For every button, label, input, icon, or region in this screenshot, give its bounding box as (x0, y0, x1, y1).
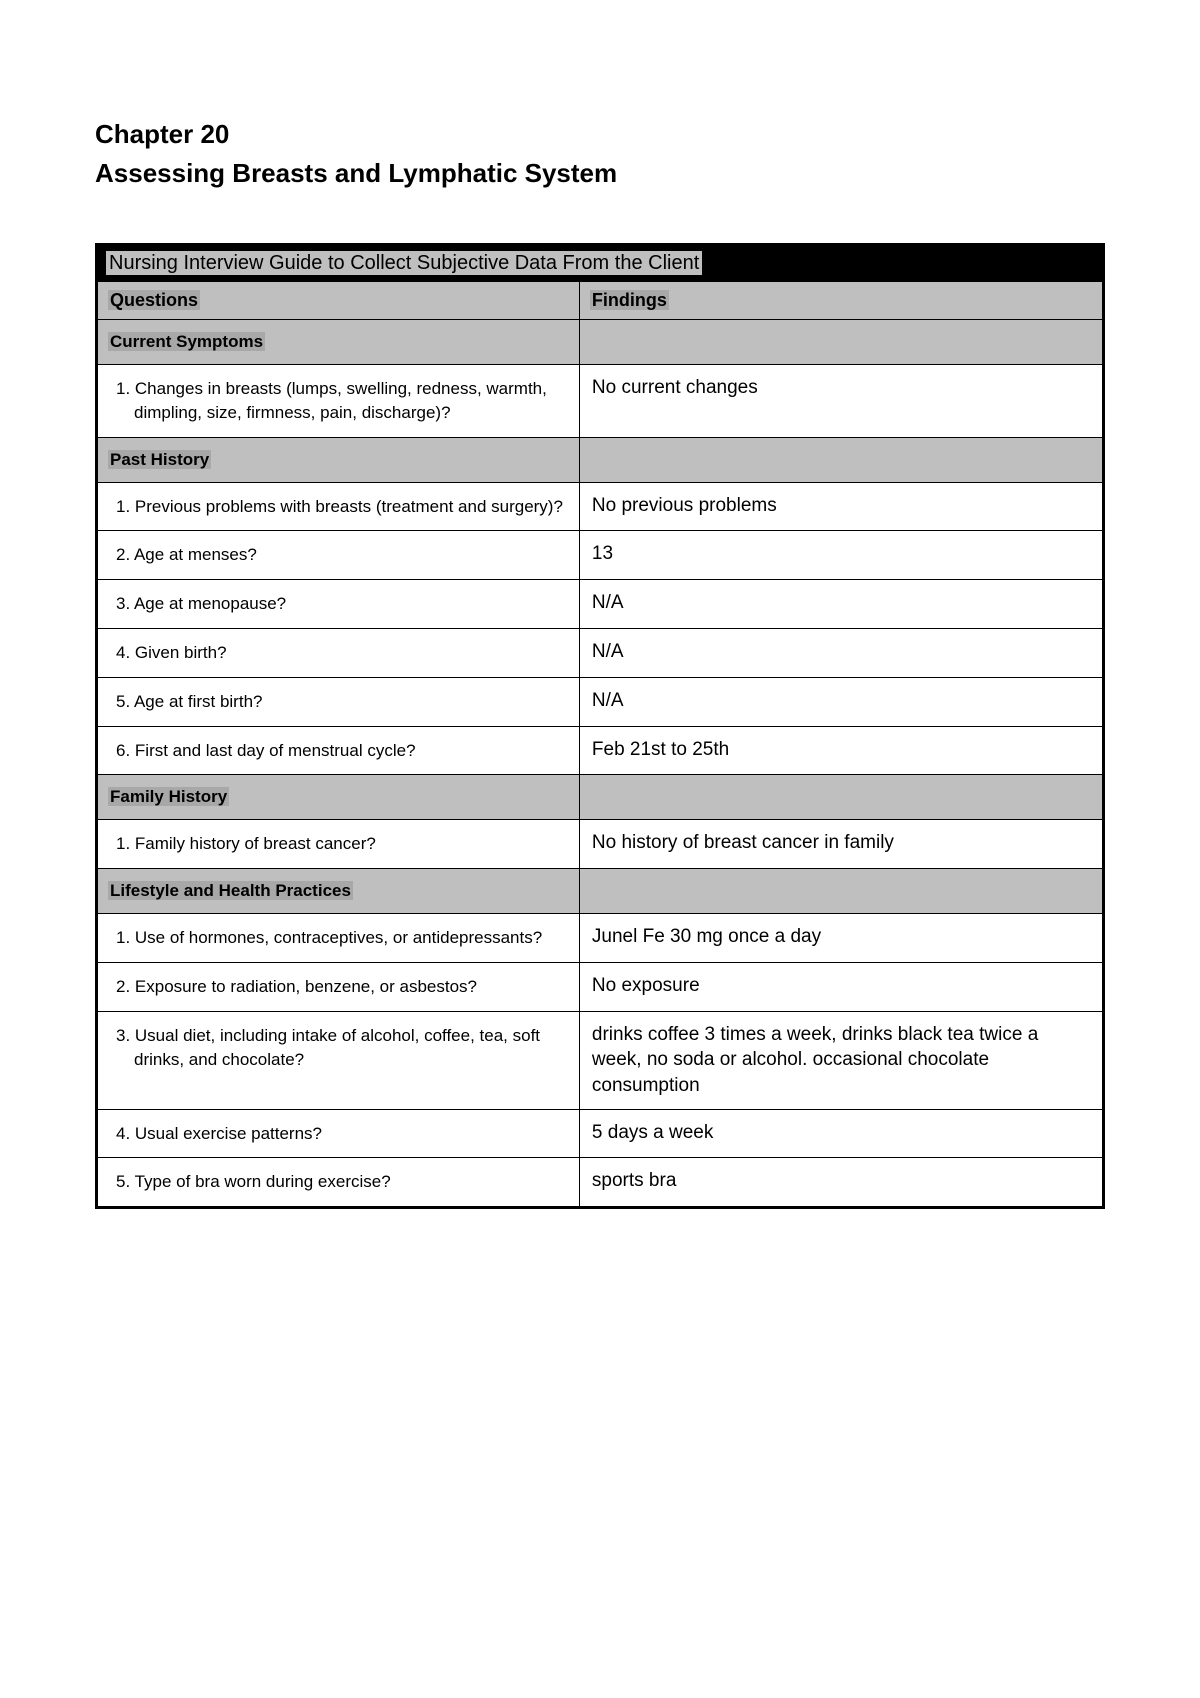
table-row: 3. Usual diet, including intake of alcoh… (98, 1011, 1102, 1109)
table-row: 5. Age at first birth?N/A (98, 677, 1102, 726)
section-empty-cell (580, 320, 1102, 364)
table-row: 1. Use of hormones, contraceptives, or a… (98, 913, 1102, 962)
question-cell: 1. Use of hormones, contraceptives, or a… (98, 914, 580, 962)
table-row: 2. Exposure to radiation, benzene, or as… (98, 962, 1102, 1011)
question-text: Changes in breasts (lumps, swelling, red… (134, 379, 547, 422)
question-cell: 1. Changes in breasts (lumps, swelling, … (98, 365, 580, 437)
section-header-row: Current Symptoms (98, 319, 1102, 364)
table-row: 4. Given birth?N/A (98, 628, 1102, 677)
question-cell: 6. First and last day of menstrual cycle… (98, 727, 580, 775)
table-row: 2. Age at menses?13 (98, 530, 1102, 579)
question-text: Age at menses? (134, 545, 257, 564)
table-header-row: Questions Findings (98, 281, 1102, 319)
question-number: 4. (116, 1124, 135, 1143)
section-label: Family History (108, 787, 229, 806)
question-cell: 1. Previous problems with breasts (treat… (98, 483, 580, 531)
question-number: 4. (116, 643, 135, 662)
section-label-cell: Family History (98, 775, 580, 819)
question-number: 1. (116, 928, 135, 947)
section-header-row: Past History (98, 437, 1102, 482)
table-row: 4. Usual exercise patterns?5 days a week (98, 1109, 1102, 1158)
finding-cell: Junel Fe 30 mg once a day (580, 914, 1102, 962)
section-empty-cell (580, 438, 1102, 482)
section-header-row: Lifestyle and Health Practices (98, 868, 1102, 913)
question-text: Type of bra worn during exercise? (135, 1172, 391, 1191)
finding-cell: N/A (580, 629, 1102, 677)
question-number: 2. (116, 545, 134, 564)
question-number: 1. (116, 379, 135, 398)
chapter-title: Assessing Breasts and Lymphatic System (95, 154, 1105, 193)
question-text: Age at menopause? (134, 594, 286, 613)
table-title-row: Nursing Interview Guide to Collect Subje… (98, 246, 1102, 281)
question-cell: 5. Type of bra worn during exercise? (98, 1158, 580, 1206)
question-text: Given birth? (135, 643, 227, 662)
section-empty-cell (580, 869, 1102, 913)
chapter-number: Chapter 20 (95, 115, 1105, 154)
question-text: Family history of breast cancer? (135, 834, 376, 853)
question-cell: 5. Age at first birth? (98, 678, 580, 726)
question-number: 6. (116, 741, 135, 760)
finding-cell: 13 (580, 531, 1102, 579)
chapter-heading: Chapter 20 Assessing Breasts and Lymphat… (95, 115, 1105, 193)
table-row: 1. Changes in breasts (lumps, swelling, … (98, 364, 1102, 437)
interview-guide-table: Nursing Interview Guide to Collect Subje… (95, 243, 1105, 1209)
question-cell: 3. Usual diet, including intake of alcoh… (98, 1012, 580, 1109)
question-text: Usual exercise patterns? (135, 1124, 322, 1143)
table-row: 1. Family history of breast cancer?No hi… (98, 819, 1102, 868)
question-number: 5. (116, 692, 134, 711)
question-text: Exposure to radiation, benzene, or asbes… (135, 977, 477, 996)
section-label-cell: Past History (98, 438, 580, 482)
finding-cell: drinks coffee 3 times a week, drinks bla… (580, 1012, 1102, 1109)
question-cell: 4. Given birth? (98, 629, 580, 677)
question-number: 1. (116, 497, 135, 516)
finding-cell: N/A (580, 678, 1102, 726)
question-cell: 4. Usual exercise patterns? (98, 1110, 580, 1158)
finding-cell: No exposure (580, 963, 1102, 1011)
table-row: 1. Previous problems with breasts (treat… (98, 482, 1102, 531)
section-label-cell: Lifestyle and Health Practices (98, 869, 580, 913)
header-findings: Findings (580, 282, 1102, 319)
question-cell: 2. Exposure to radiation, benzene, or as… (98, 963, 580, 1011)
table-row: 3. Age at menopause?N/A (98, 579, 1102, 628)
finding-cell: No previous problems (580, 483, 1102, 531)
section-header-row: Family History (98, 774, 1102, 819)
question-text: First and last day of menstrual cycle? (135, 741, 416, 760)
finding-cell: sports bra (580, 1158, 1102, 1206)
section-empty-cell (580, 775, 1102, 819)
section-label: Lifestyle and Health Practices (108, 881, 353, 900)
question-cell: 2. Age at menses? (98, 531, 580, 579)
header-questions: Questions (98, 282, 580, 319)
question-text: Previous problems with breasts (treatmen… (135, 497, 563, 516)
table-title: Nursing Interview Guide to Collect Subje… (106, 251, 702, 275)
question-number: 1. (116, 834, 135, 853)
question-text: Age at first birth? (134, 692, 263, 711)
section-label: Current Symptoms (108, 332, 265, 351)
question-text: Usual diet, including intake of alcohol,… (134, 1026, 540, 1069)
finding-cell: Feb 21st to 25th (580, 727, 1102, 775)
question-text: Use of hormones, contraceptives, or anti… (135, 928, 542, 947)
section-label-cell: Current Symptoms (98, 320, 580, 364)
finding-cell: 5 days a week (580, 1110, 1102, 1158)
question-number: 3. (116, 594, 134, 613)
finding-cell: No history of breast cancer in family (580, 820, 1102, 868)
finding-cell: No current changes (580, 365, 1102, 437)
question-number: 2. (116, 977, 135, 996)
table-row: 6. First and last day of menstrual cycle… (98, 726, 1102, 775)
question-number: 3. (116, 1026, 135, 1045)
question-number: 5. (116, 1172, 135, 1191)
question-cell: 1. Family history of breast cancer? (98, 820, 580, 868)
section-label: Past History (108, 450, 211, 469)
finding-cell: N/A (580, 580, 1102, 628)
question-cell: 3. Age at menopause? (98, 580, 580, 628)
table-row: 5. Type of bra worn during exercise?spor… (98, 1157, 1102, 1206)
